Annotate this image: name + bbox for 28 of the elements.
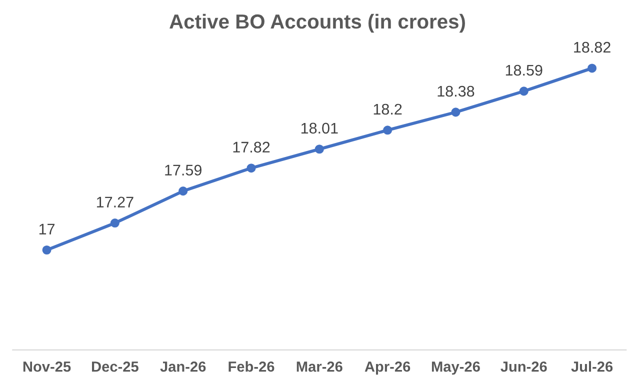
point [519,86,528,96]
point [178,186,188,196]
chart-title: Active BO Accounts (in crores) [170,14,465,33]
point [383,126,392,135]
x-tick-label: May-26 [432,361,480,375]
x-tick-label: Jul-26 [571,361,613,372]
x-tick-label: Jan-26 [160,361,206,372]
x-tick-label: Nov-25 [23,361,71,372]
x-tick-label: Apr-26 [364,361,410,375]
data-label: 17.27 [96,196,134,208]
data-label: 18.2 [374,104,402,115]
x-tick-label: Feb-26 [228,361,274,372]
data-label: 17 [39,224,55,234]
data-label: 18.01 [301,122,338,134]
point [451,108,460,117]
data-label: 17.59 [165,164,202,176]
x-tick-label: Jun-26 [500,361,547,372]
data-label: 18.38 [438,86,474,97]
data-label: 18.82 [574,42,610,53]
point [246,164,256,173]
data-label: 17.82 [233,142,270,153]
point [110,218,120,228]
x-tick-label: Dec-25 [92,361,138,372]
point [314,144,324,154]
point [42,245,52,255]
data-label: 18.59 [506,64,542,76]
point [588,64,597,73]
x-tick-label: Mar-26 [296,361,342,372]
